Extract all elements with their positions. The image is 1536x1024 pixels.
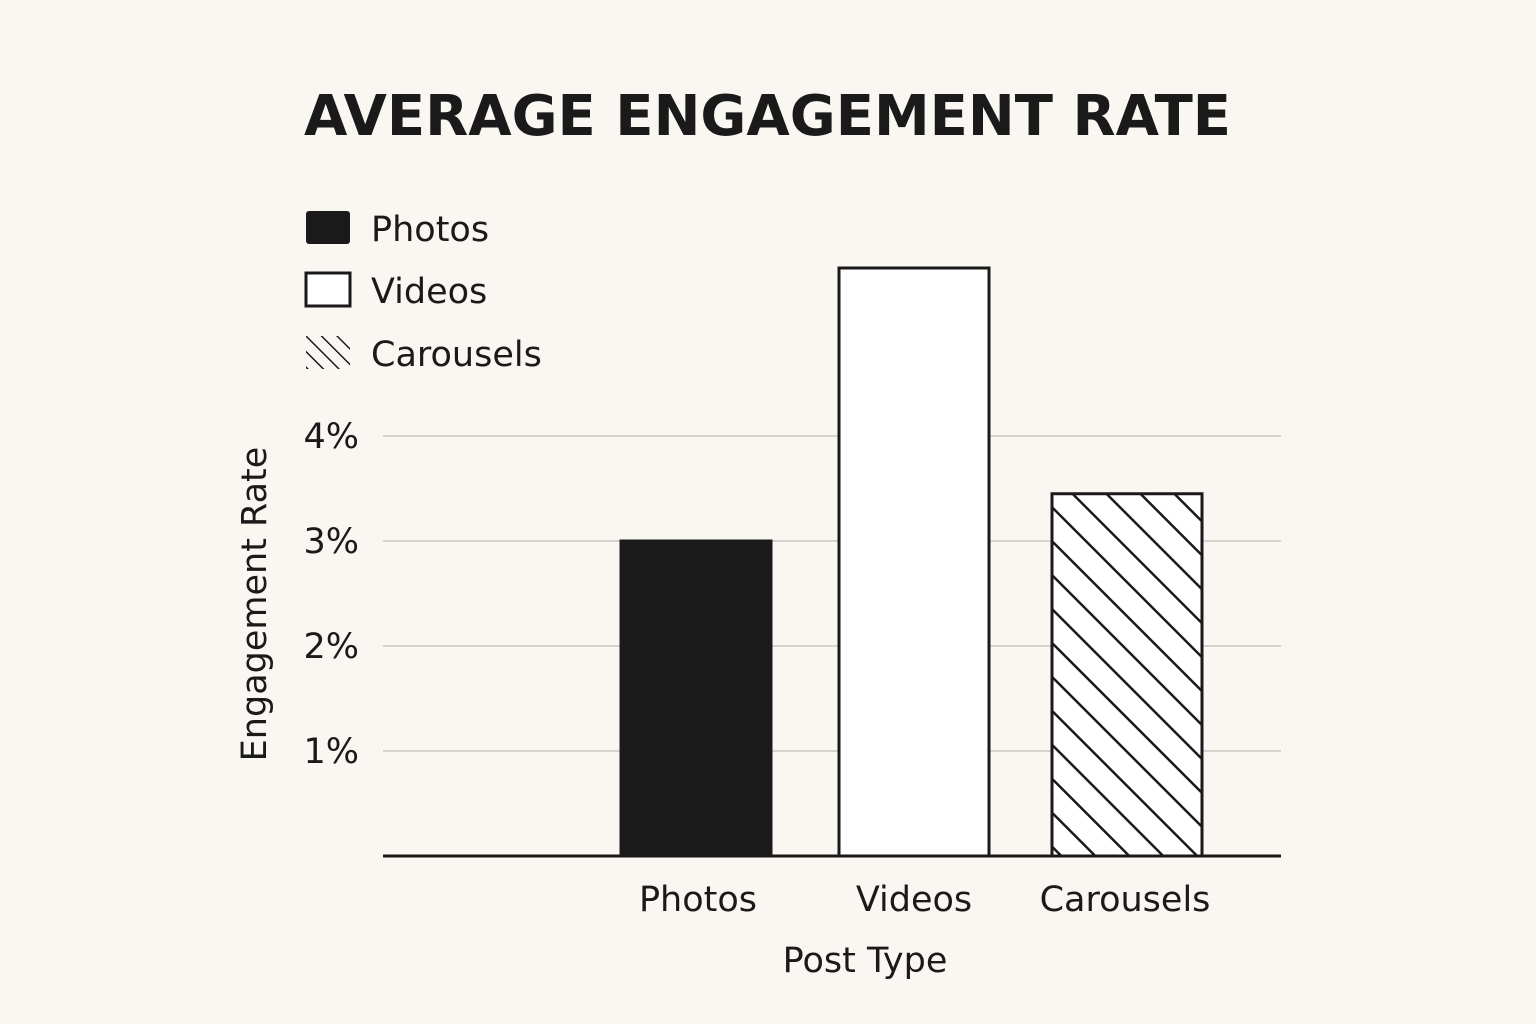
x-axis-categories: Photos Videos Carousels — [639, 880, 1210, 920]
bar-videos — [837, 266, 991, 858]
y-axis-title: Engagement Rate — [235, 447, 275, 762]
y-tick-label: 3% — [303, 522, 359, 562]
bars — [619, 266, 1204, 858]
chart-title: AVERAGE ENGAGEMENT RATE — [304, 84, 1231, 149]
legend-swatch-carousels — [306, 336, 350, 369]
legend-swatch-videos — [304, 271, 352, 308]
x-category-label: Carousels — [1040, 880, 1211, 920]
y-tick-label: 1% — [303, 732, 359, 772]
bar-photos — [619, 539, 773, 858]
x-category-label: Photos — [639, 880, 757, 920]
y-tick-label: 4% — [303, 417, 359, 457]
x-category-label: Videos — [856, 880, 972, 920]
legend-label-videos: Videos — [371, 272, 487, 312]
y-axis-ticks: 1% 2% 3% 4% — [303, 417, 359, 772]
y-tick-label: 2% — [303, 627, 359, 667]
legend-label-carousels: Carousels — [371, 335, 542, 375]
legend-label-photos: Photos — [371, 210, 489, 250]
legend-swatch-photos — [306, 211, 350, 244]
bar-carousels — [1050, 492, 1204, 858]
x-axis-title: Post Type — [783, 941, 948, 981]
legend: Photos Videos Carousels — [304, 210, 542, 375]
